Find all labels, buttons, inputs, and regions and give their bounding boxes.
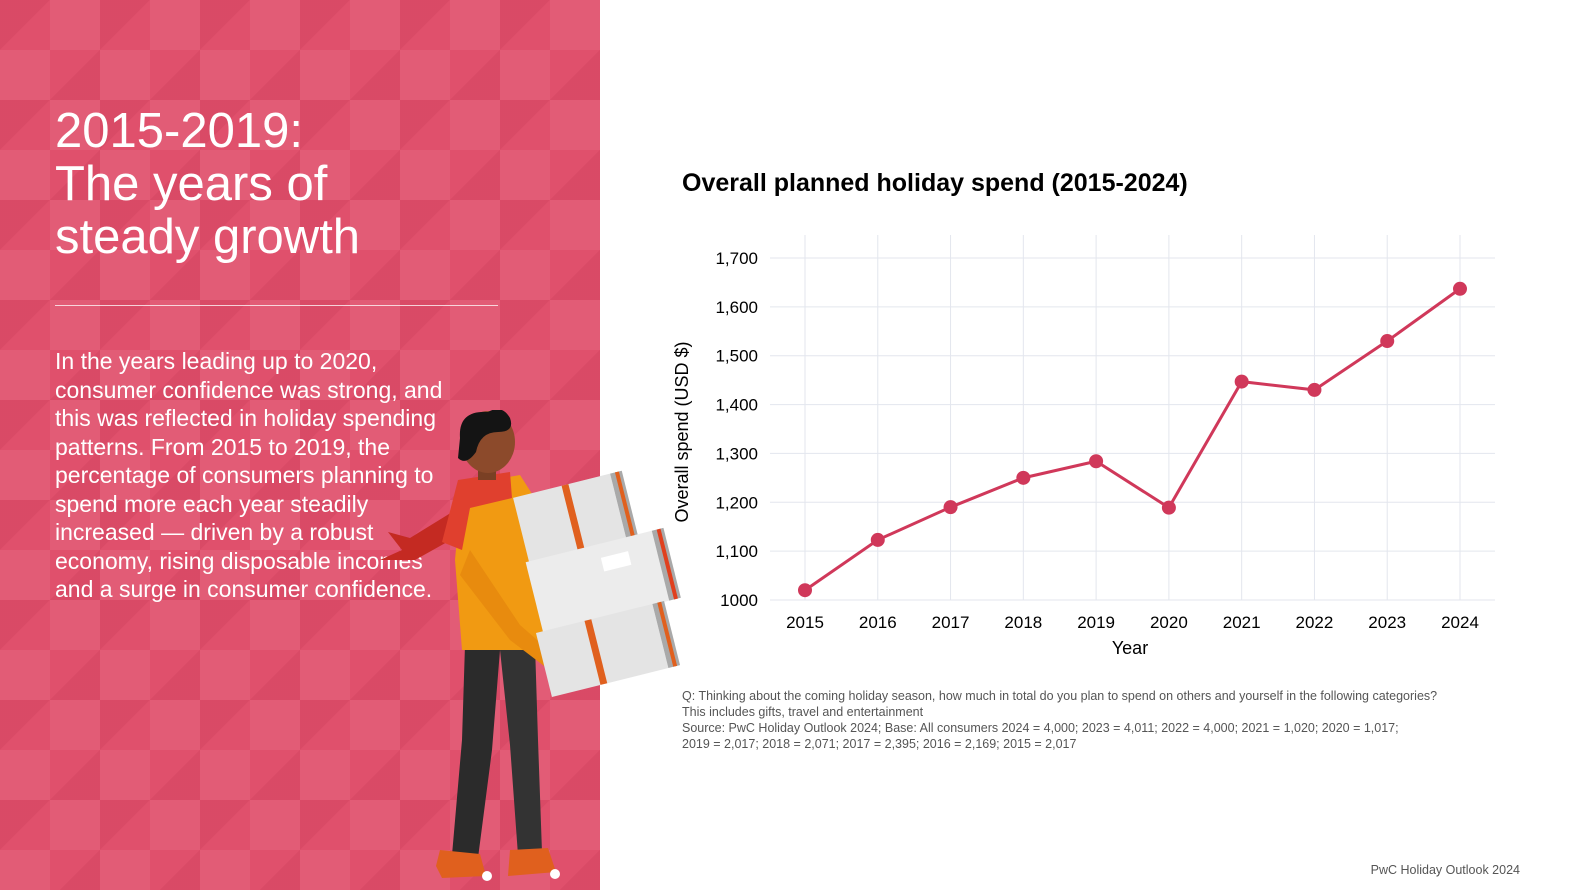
- x-tick-labels: 2015 2016 2017 2018 2019 2020 2021 2022 2023 2024: [786, 613, 1479, 632]
- x-tick-label: 2017: [932, 613, 970, 632]
- y-tick-labels: 1000 1,100 1,200 1,300 1,400 1,500 1,600 1,700: [715, 249, 758, 610]
- series-line: [804, 287, 1461, 592]
- data-point: [1089, 454, 1104, 469]
- y-tick-label: 1,300: [715, 444, 758, 463]
- y-tick-label: 1,100: [715, 542, 758, 561]
- data-point: [1453, 281, 1467, 296]
- data-point: [943, 500, 958, 515]
- y-tick-label: 1,200: [715, 493, 758, 512]
- x-tick-label: 2019: [1077, 613, 1115, 632]
- x-tick-label: 2015: [786, 613, 824, 632]
- footnote-source-line-2: 2019 = 2,017; 2018 = 2,071; 2017 = 2,395…: [682, 737, 1077, 751]
- gift-boxes: [513, 470, 681, 698]
- person-carrying-boxes-illustration: [380, 410, 681, 881]
- chart-grid: [770, 235, 1495, 601]
- data-point: [798, 583, 812, 598]
- headline: 2015-2019: The years of steady growth: [55, 105, 555, 264]
- data-point: [1234, 374, 1249, 389]
- body-text: In the years leading up to 2020, consume…: [55, 348, 443, 602]
- x-tick-label: 2018: [1004, 613, 1042, 632]
- footnote-includes: This includes gifts, travel and entertai…: [682, 705, 924, 719]
- y-tick-label: 1,500: [715, 347, 758, 366]
- y-axis-label: Overall spend (USD $): [672, 341, 692, 522]
- x-tick-label: 2024: [1441, 613, 1479, 632]
- x-tick-label: 2021: [1223, 613, 1261, 632]
- x-tick-label: 2016: [859, 613, 897, 632]
- footer-brand: PwC Holiday Outlook 2024: [1370, 863, 1520, 877]
- y-tick-label: 1000: [720, 591, 758, 610]
- footnote-source-line-1: Source: PwC Holiday Outlook 2024; Base: …: [682, 721, 1399, 735]
- x-tick-label: 2020: [1150, 613, 1188, 632]
- data-point: [1016, 470, 1031, 485]
- data-point: [1161, 500, 1176, 515]
- footnote-question: Q: Thinking about the coming holiday sea…: [682, 689, 1438, 703]
- data-point: [1380, 334, 1395, 349]
- y-tick-label: 1,700: [715, 249, 758, 268]
- y-tick-label: 1,400: [715, 396, 758, 415]
- line-chart: 10001,1001,2001,3001,4001,5001,6001,700 …: [672, 235, 1495, 658]
- x-axis-label: Year: [1112, 638, 1148, 658]
- data-points: [798, 281, 1467, 598]
- chart-title: Overall planned holiday spend (2015-2024…: [682, 169, 1188, 197]
- x-tick-label: 2022: [1296, 613, 1334, 632]
- data-point: [870, 532, 885, 547]
- headline-line-1: 2015-2019:: [55, 104, 303, 158]
- chart-footnote: Q: Thinking about the coming holiday sea…: [682, 688, 1532, 752]
- headline-line-2: The years of: [55, 157, 328, 211]
- headline-divider: [55, 305, 498, 306]
- data-point: [1307, 382, 1322, 397]
- y-tick-label: 1,600: [715, 298, 758, 317]
- headline-line-3: steady growth: [55, 210, 361, 264]
- x-tick-label: 2023: [1368, 613, 1406, 632]
